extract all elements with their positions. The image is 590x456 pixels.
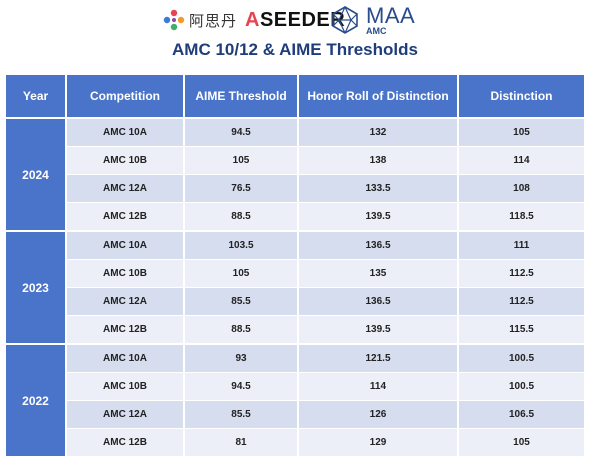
competition-cell: AMC 12A [66, 288, 184, 316]
page-title: AMC 10/12 & AIME Thresholds [0, 40, 590, 60]
table-row: AMC 12B 88.5 139.5 115.5 [6, 316, 584, 345]
pinwheel-icon [162, 8, 186, 32]
logo-bar: 阿思丹 ASEEDER MAA AMC [0, 4, 590, 36]
competition-cell: AMC 12B [66, 316, 184, 345]
aime-threshold-cell: 88.5 [184, 203, 298, 232]
icosahedron-icon [330, 5, 360, 35]
competition-cell: AMC 12A [66, 175, 184, 203]
competition-cell: AMC 12A [66, 401, 184, 429]
aseeder-logo: 阿思丹 ASEEDER [162, 6, 345, 34]
table-header-row: Year Competition AIME Threshold Honor Ro… [6, 75, 584, 118]
honor-roll-cell: 138 [298, 147, 458, 175]
column-header-competition: Competition [66, 75, 184, 118]
competition-cell: AMC 10A [66, 231, 184, 260]
distinction-cell: 105 [458, 118, 584, 147]
maa-amc-logo: MAA AMC [330, 4, 415, 36]
table-row: AMC 12B 81 129 105 [6, 429, 584, 456]
year-cell: 2023 [6, 231, 66, 344]
distinction-cell: 100.5 [458, 344, 584, 373]
honor-roll-cell: 136.5 [298, 231, 458, 260]
honor-roll-cell: 121.5 [298, 344, 458, 373]
aime-threshold-cell: 94.5 [184, 118, 298, 147]
aime-threshold-cell: 85.5 [184, 288, 298, 316]
aime-threshold-cell: 105 [184, 260, 298, 288]
table-row: AMC 12A 85.5 136.5 112.5 [6, 288, 584, 316]
table-row: AMC 12A 76.5 133.5 108 [6, 175, 584, 203]
honor-roll-cell: 129 [298, 429, 458, 456]
honor-roll-cell: 139.5 [298, 316, 458, 345]
honor-roll-cell: 139.5 [298, 203, 458, 232]
table-row: AMC 10B 105 135 112.5 [6, 260, 584, 288]
competition-cell: AMC 12B [66, 429, 184, 456]
column-header-distinction: Distinction [458, 75, 584, 118]
distinction-cell: 114 [458, 147, 584, 175]
competition-cell: AMC 10A [66, 118, 184, 147]
honor-roll-cell: 132 [298, 118, 458, 147]
table-row: AMC 12B 88.5 139.5 118.5 [6, 203, 584, 232]
competition-cell: AMC 12B [66, 203, 184, 232]
distinction-cell: 106.5 [458, 401, 584, 429]
aime-threshold-cell: 76.5 [184, 175, 298, 203]
honor-roll-cell: 114 [298, 373, 458, 401]
competition-cell: AMC 10B [66, 373, 184, 401]
table-row: AMC 12A 85.5 126 106.5 [6, 401, 584, 429]
aime-threshold-cell: 81 [184, 429, 298, 456]
competition-cell: AMC 10B [66, 260, 184, 288]
table-row: AMC 10B 105 138 114 [6, 147, 584, 175]
aime-threshold-cell: 85.5 [184, 401, 298, 429]
maa-wordmark: MAA [366, 5, 415, 27]
competition-cell: AMC 10A [66, 344, 184, 373]
year-cell: 2024 [6, 118, 66, 231]
column-header-honor-roll: Honor Roll of Distinction [298, 75, 458, 118]
table-row: 2022 AMC 10A 93 121.5 100.5 [6, 344, 584, 373]
aime-threshold-cell: 93 [184, 344, 298, 373]
honor-roll-cell: 133.5 [298, 175, 458, 203]
thresholds-table: Year Competition AIME Threshold Honor Ro… [6, 75, 584, 456]
distinction-cell: 112.5 [458, 288, 584, 316]
competition-cell: AMC 10B [66, 147, 184, 175]
distinction-cell: 105 [458, 429, 584, 456]
aseeder-chinese-name: 阿思丹 [189, 10, 237, 31]
distinction-cell: 111 [458, 231, 584, 260]
year-cell: 2022 [6, 344, 66, 456]
honor-roll-cell: 126 [298, 401, 458, 429]
maa-text: MAA AMC [366, 5, 415, 36]
aime-threshold-cell: 105 [184, 147, 298, 175]
distinction-cell: 108 [458, 175, 584, 203]
column-header-year: Year [6, 75, 66, 118]
aime-threshold-cell: 88.5 [184, 316, 298, 345]
table-row: AMC 10B 94.5 114 100.5 [6, 373, 584, 401]
distinction-cell: 118.5 [458, 203, 584, 232]
distinction-cell: 115.5 [458, 316, 584, 345]
amc-wordmark: AMC [366, 27, 415, 36]
column-header-aime-threshold: AIME Threshold [184, 75, 298, 118]
distinction-cell: 112.5 [458, 260, 584, 288]
honor-roll-cell: 136.5 [298, 288, 458, 316]
table-row: 2024 AMC 10A 94.5 132 105 [6, 118, 584, 147]
aime-threshold-cell: 103.5 [184, 231, 298, 260]
honor-roll-cell: 135 [298, 260, 458, 288]
distinction-cell: 100.5 [458, 373, 584, 401]
aime-threshold-cell: 94.5 [184, 373, 298, 401]
table-row: 2023 AMC 10A 103.5 136.5 111 [6, 231, 584, 260]
